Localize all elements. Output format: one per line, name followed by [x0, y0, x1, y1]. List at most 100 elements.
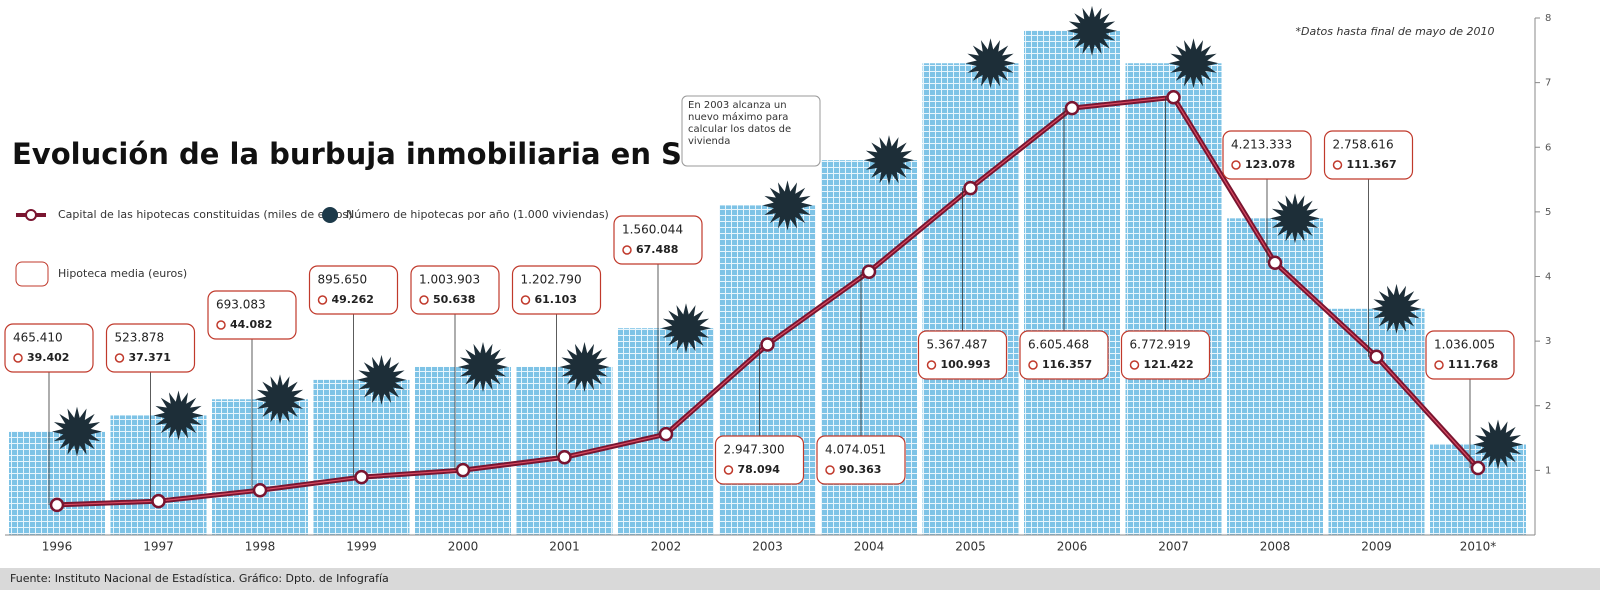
capital-label: 1.003.903 — [419, 273, 480, 287]
legend-dot — [25, 209, 37, 221]
x-tick-label: 2004 — [854, 540, 885, 554]
point — [252, 482, 268, 498]
value-box — [816, 435, 906, 485]
bar — [1227, 218, 1323, 535]
point — [658, 426, 674, 442]
x-tick-label: 2002 — [651, 540, 682, 554]
mortgage-label: 44.082 — [230, 318, 272, 331]
point — [760, 337, 775, 352]
value-box — [917, 330, 1008, 380]
x-tick-label: 1998 — [245, 540, 276, 554]
badge — [255, 374, 305, 425]
mortgage-label: 111.367 — [1347, 158, 1397, 171]
mortgage-icon — [926, 360, 937, 370]
overlay: 465.410 39.402 523.878 37.371 693.083 44.082 8… — [4, 5, 1523, 513]
point — [151, 493, 166, 509]
bar — [922, 63, 1019, 536]
mortgage-label: 100.993 — [941, 358, 991, 371]
mortgage-icon — [825, 465, 835, 475]
y-tick-label: 5 — [1545, 207, 1551, 218]
y-tick-label: 6 — [1545, 142, 1551, 153]
value-box — [511, 265, 602, 315]
y-tick-label: 2 — [1545, 401, 1551, 412]
value-box — [1425, 330, 1515, 380]
x-tick-label: 2007 — [1158, 540, 1189, 554]
point — [963, 180, 978, 196]
legend: Capital de las hipotecas constituidas (m… — [15, 207, 609, 287]
x-tick-label: 2006 — [1057, 540, 1088, 554]
point — [1166, 90, 1181, 105]
badge — [762, 180, 813, 231]
point — [1064, 100, 1080, 116]
point — [1369, 349, 1384, 364]
point — [455, 462, 471, 478]
y-tick-label: 1 — [1545, 465, 1551, 476]
mortgage-icon — [419, 295, 429, 305]
mortgage-label: 116.357 — [1042, 358, 1092, 371]
mortgage-icon — [622, 245, 632, 255]
capital-label: 465.410 — [13, 331, 63, 345]
mortgage-label: 67.488 — [636, 243, 678, 256]
x-tick-label: 2009 — [1361, 540, 1392, 554]
value-box — [308, 265, 399, 315]
capital-label: 6.772.919 — [1130, 338, 1191, 352]
point — [49, 497, 65, 513]
value-box — [1323, 130, 1414, 180]
mortgage-icon — [114, 353, 125, 363]
badge — [965, 38, 1016, 89]
note: *Datos hasta final de mayo de 2010 — [1295, 25, 1494, 38]
badge — [1371, 283, 1422, 334]
point — [1470, 460, 1486, 476]
point — [1267, 255, 1283, 270]
legend-box — [15, 261, 49, 287]
x-tick-label: 2001 — [549, 540, 580, 554]
bar — [719, 205, 816, 535]
y-tick-label: 3 — [1545, 336, 1551, 347]
badge — [1473, 419, 1523, 470]
bar — [415, 366, 511, 535]
point — [557, 450, 572, 465]
mortgage-icon — [1231, 160, 1241, 170]
bar — [212, 399, 308, 535]
badge — [153, 390, 204, 441]
capital-label: 693.083 — [216, 298, 266, 312]
y-tick-label: 4 — [1545, 272, 1551, 283]
value-box — [1019, 330, 1109, 380]
value-box — [410, 265, 500, 315]
mortgage-icon — [1332, 160, 1343, 170]
x-tick-label: 1999 — [346, 540, 377, 554]
badge — [1270, 193, 1320, 244]
capital-label: 4.074.051 — [825, 443, 886, 457]
value-box — [1222, 130, 1312, 180]
badge — [1067, 5, 1117, 56]
bar — [9, 431, 105, 535]
capital-label: 4.213.333 — [1231, 138, 1292, 152]
legend-badge — [322, 207, 338, 223]
badge — [661, 303, 711, 354]
chart-title: Evolución de la burbuja inmobiliaria en … — [12, 137, 770, 171]
mortgage-icon — [1129, 360, 1140, 370]
value-box — [1120, 330, 1211, 380]
mortgage-icon — [216, 320, 226, 330]
capital-label: 1.036.005 — [1434, 338, 1495, 352]
bar — [1125, 63, 1222, 536]
value-box — [105, 323, 196, 373]
y-tick-label: 8 — [1545, 13, 1551, 24]
badge — [864, 135, 914, 186]
badge — [356, 354, 407, 405]
badge — [458, 341, 508, 392]
bar — [110, 415, 207, 535]
bar — [313, 379, 410, 535]
capital-label: 1.560.044 — [622, 223, 683, 237]
mortgage-label: 49.262 — [332, 293, 374, 306]
x-tick-label: 1997 — [143, 540, 174, 554]
value-box — [613, 215, 703, 265]
mortgage-icon — [317, 295, 328, 305]
source: Fuente: Instituto Nacional de Estadístic… — [10, 572, 389, 585]
x-tick-label: 1996 — [42, 540, 73, 554]
value-box — [207, 290, 297, 340]
mortgage-label: 37.371 — [129, 351, 171, 364]
mortgage-icon — [1028, 360, 1038, 370]
mortgage-label: 123.078 — [1245, 158, 1295, 171]
